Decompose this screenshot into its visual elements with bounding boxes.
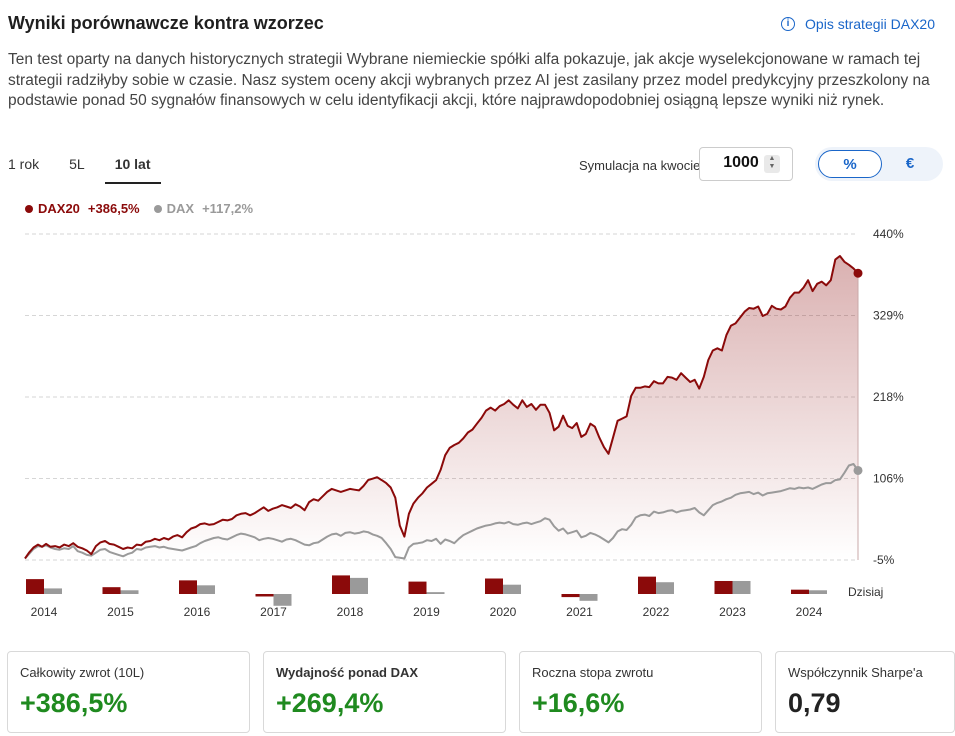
annual-bar-dax20-2022 [638, 576, 656, 594]
euro-toggle-button[interactable]: € [905, 155, 915, 172]
stat-label: Roczna stopa zwrotu [532, 665, 654, 680]
dax20-end-point [853, 268, 863, 278]
dax20-area [25, 256, 858, 560]
year-label: 2021 [566, 605, 593, 619]
annual-bar-dax20-2021 [561, 594, 580, 598]
annual-bar-dax20-2015 [102, 587, 121, 594]
stat-card-sharpe-ratio: Współczynnik Sharpe'a 0,79 [775, 651, 955, 733]
annual-bar-dax20-2023 [714, 580, 733, 594]
unit-toggle: % € [815, 147, 943, 181]
annual-bar-dax20-2017 [255, 594, 274, 597]
stat-label: Wydajność ponad DAX [276, 665, 419, 680]
year-label: 2014 [31, 605, 58, 619]
legend-marker-dax [153, 204, 162, 213]
annual-bar-dax-2019 [426, 592, 445, 594]
amount-stepper[interactable]: ▲ ▼ [764, 155, 780, 173]
stat-value: +16,6% [532, 688, 625, 718]
annual-bar-dax20-2024 [791, 589, 809, 594]
stat-value: +269,4% [276, 688, 384, 718]
stat-label: Całkowity zwrot (10L) [20, 665, 145, 680]
annual-bar-dax-2020 [503, 584, 521, 594]
stepper-up-icon[interactable]: ▲ [768, 155, 776, 162]
tab-5-years[interactable]: 5L [69, 156, 85, 172]
simulation-amount-input[interactable] [710, 153, 772, 173]
stat-value: 0,79 [788, 688, 841, 718]
stat-card-total-return: Całkowity zwrot (10L) +386,5% [7, 651, 250, 733]
simulation-label: Symulacja na kwocie [579, 158, 701, 173]
y-tick-label: 440% [873, 227, 904, 241]
chart-legend: DAX20 +386,5% DAX +117,2% [25, 201, 267, 216]
y-tick-label: -5% [873, 553, 895, 567]
annual-bar-dax20-2019 [408, 581, 427, 594]
year-label: 2023 [719, 605, 746, 619]
annual-bar-dax20-2016 [179, 580, 197, 594]
period-tabs: 1 rok 5L 10 lat [8, 150, 191, 184]
legend-name-dax20: DAX20 [38, 201, 80, 216]
dax-end-point [853, 465, 863, 475]
annual-bar-dax-2015 [120, 590, 139, 594]
year-label: 2020 [490, 605, 517, 619]
dax20-series-line [24, 255, 859, 560]
y-tick-label: 218% [873, 390, 904, 404]
annual-bar-dax-2021 [579, 594, 598, 601]
legend-name-dax: DAX [166, 201, 195, 216]
stepper-down-icon[interactable]: ▼ [768, 163, 776, 170]
annual-bar-dax-2017 [273, 594, 292, 606]
performance-chart: 440% 329% 218% 106% -5% 2014 2015 2016 2017 2018 2… [24, 227, 904, 619]
year-label: 2018 [337, 605, 364, 619]
strategy-description: Ten test oparty na danych historycznych … [8, 51, 930, 109]
stat-label: Współczynnik Sharpe'a [788, 665, 923, 680]
tab-10-years[interactable]: 10 lat [104, 150, 161, 184]
annual-bar-dax-2023 [732, 580, 751, 594]
legend-item-dax: DAX +117,2% [153, 201, 254, 216]
y-tick-label: 329% [873, 309, 904, 323]
stat-card-annual-return: Roczna stopa zwrotu +16,6% [519, 651, 762, 733]
strategy-description-link-label: Opis strategii DAX20 [805, 16, 935, 32]
year-label: 2019 [413, 605, 440, 619]
year-label: 2022 [643, 605, 670, 619]
annual-bar-dax20-2014 [26, 579, 44, 594]
annual-bar-dax20-2020 [485, 578, 503, 594]
tab-1-year[interactable]: 1 rok [8, 156, 40, 172]
annual-bar-dax-2018 [350, 577, 368, 594]
year-label: 2024 [796, 605, 823, 619]
strategy-description-link[interactable]: i Opis strategii DAX20 [781, 16, 935, 32]
year-label: 2017 [260, 605, 287, 619]
info-icon: i [781, 17, 796, 31]
annual-bar-dax-2022 [656, 582, 674, 594]
y-tick-label: 106% [873, 472, 904, 486]
year-label: 2016 [184, 605, 211, 619]
legend-value-dax20: +386,5% [87, 201, 140, 216]
today-label: Dzisiaj [848, 585, 883, 599]
stat-card-outperformance: Wydajność ponad DAX +269,4% [263, 651, 506, 733]
legend-item-dax20: DAX20 +386,5% [25, 201, 140, 216]
simulation-amount-field: ▲ ▼ [699, 147, 793, 181]
legend-marker-dax20 [25, 204, 33, 213]
page-title: Wyniki porównawcze kontra wzorzec [8, 13, 324, 33]
annual-bar-dax-2016 [197, 585, 215, 594]
annual-bar-dax20-2018 [332, 575, 350, 594]
annual-bar-dax-2014 [44, 588, 62, 594]
annual-bar-dax-2024 [809, 590, 827, 594]
percent-toggle-button[interactable]: % [818, 150, 882, 178]
stat-value: +386,5% [20, 688, 128, 718]
legend-value-dax: +117,2% [202, 201, 254, 216]
dax-series-line [24, 463, 859, 560]
year-label: 2015 [107, 605, 134, 619]
